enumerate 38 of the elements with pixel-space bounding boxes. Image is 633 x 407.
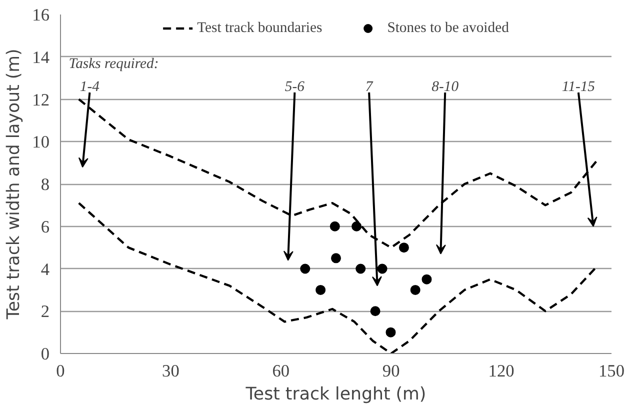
point [422,274,432,284]
annotation: Tasks required: [68,56,159,72]
point [330,221,340,232]
x-tick-label: 60 [272,362,290,380]
y-axis-title: Test track width and layout (m) [4,48,24,320]
x-axis-title: Test track lenght (m) [244,384,426,404]
y-tick-label: 8 [40,175,50,194]
x-tick-label: 30 [162,362,180,380]
y-tick-label: 2 [40,302,50,322]
point [300,264,310,274]
point [398,242,409,253]
y-tick-label: 14 [32,48,50,67]
y-tick-label: 4 [40,260,50,279]
x-tick-label: 120 [488,362,514,380]
y-tick-label: 12 [32,90,50,110]
point [352,221,362,232]
point [410,284,420,295]
point [377,264,388,274]
y-tick-label: 0 [40,344,50,364]
point [331,253,341,264]
annotation: 11-15 [562,78,595,95]
x-tick-label: 150 [598,362,625,380]
point [370,306,380,316]
y-tick-label: 10 [32,132,50,152]
point [316,284,326,295]
point [356,264,366,274]
point [386,327,396,338]
x-tick-label: 0 [56,362,65,380]
annotation: 5-6 [284,78,306,95]
legend-label: Test track boundaries [197,20,322,36]
y-tick-label: 6 [40,217,50,236]
x-tick-label: 90 [382,362,400,380]
legend-label: Stones to be avoided [387,20,509,36]
annotation: 1-4 [80,78,100,95]
annotation: 8-10 [432,78,460,95]
y-tick-label: 16 [32,6,50,24]
annotation: 7 [365,78,374,95]
line-series [78,202,598,354]
